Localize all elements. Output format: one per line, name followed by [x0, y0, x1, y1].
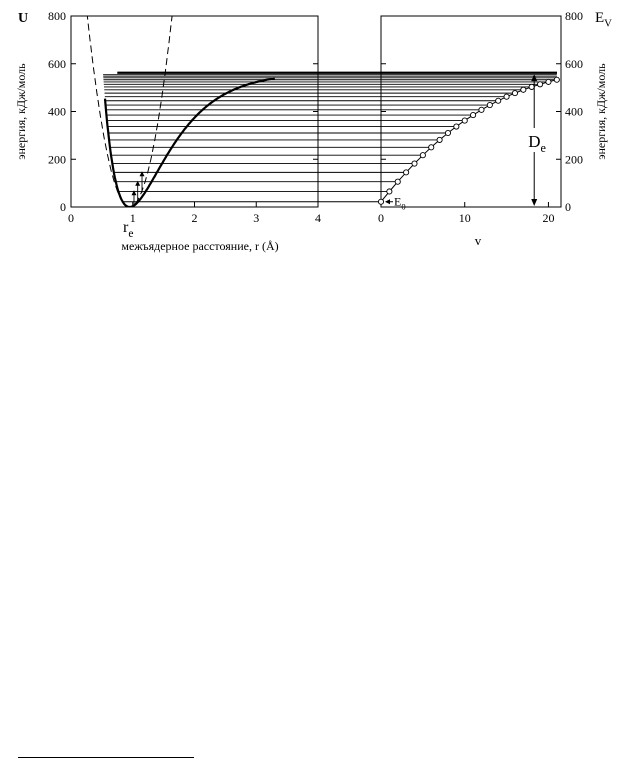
- left-x-tick-label: 3: [253, 211, 259, 225]
- right-x-axis-label: v: [475, 233, 482, 248]
- left-x-axis-label: межъядерное расстояние, r (Å): [121, 239, 278, 253]
- left-corner-label: U: [18, 11, 28, 26]
- data-point: [403, 169, 410, 176]
- right-y-tick-label: 400: [565, 105, 583, 119]
- e0-arrow-head: [385, 199, 390, 205]
- right-x-tick-label: 0: [378, 211, 384, 225]
- data-point: [511, 90, 519, 97]
- left-x-tick-label: 1: [130, 211, 136, 225]
- data-point: [436, 136, 443, 143]
- right-y-axis-label: энергия, кДж/моль: [594, 63, 608, 160]
- right-x-tick-label: 10: [459, 211, 471, 225]
- de-label-bg: [525, 128, 554, 152]
- right-y-tick-label: 0: [565, 200, 571, 214]
- data-point: [394, 178, 401, 185]
- harmonic-potential-curve: [86, 16, 173, 207]
- transition-arrow-head: [135, 180, 141, 186]
- vibrational-levels-panel: 0 200 400 600 800 0 10 20 EV энергия, кДж/моль v E0…: [377, 9, 612, 248]
- e0-label: E0: [394, 195, 406, 212]
- transition-arrow-head: [139, 171, 145, 177]
- data-point: [470, 112, 477, 119]
- de-label: De: [528, 132, 546, 155]
- left-x-tick-label: 2: [192, 211, 198, 225]
- data-point: [461, 117, 468, 124]
- data-point: [419, 152, 426, 159]
- left-x-tick-label: 0: [68, 211, 74, 225]
- data-point: [453, 123, 460, 130]
- morse-potential-curve: [103, 77, 275, 207]
- left-y-tick-label: 0: [60, 200, 66, 214]
- left-plot-frame: [70, 15, 319, 208]
- footnote-divider: [18, 757, 194, 758]
- left-y-axis-label: энергия, кДж/моль: [14, 63, 28, 160]
- data-point: [486, 102, 493, 109]
- de-arrow-head-bottom: [531, 199, 538, 206]
- right-y-tick-label: 800: [565, 9, 583, 23]
- data-point: [537, 81, 544, 88]
- left-y-tick-label: 600: [48, 57, 66, 71]
- data-point: [545, 78, 552, 85]
- right-y-tick-label: 200: [565, 152, 583, 166]
- left-x-tick-label: 4: [315, 211, 321, 225]
- right-corner-label: EV: [595, 10, 612, 30]
- data-point: [495, 97, 502, 104]
- left-y-tick-label: 200: [48, 152, 66, 166]
- data-point: [478, 106, 485, 113]
- data-point: [377, 198, 385, 205]
- data-point: [528, 83, 535, 90]
- vibrational-energy-curve: [380, 79, 557, 203]
- data-point: [553, 76, 560, 83]
- data-point: [444, 129, 452, 137]
- data-point: [411, 160, 418, 167]
- left-y-tick-label: 800: [48, 9, 66, 23]
- right-y-tick-label: 600: [565, 57, 583, 71]
- data-point: [386, 188, 393, 195]
- left-y-tick-label: 400: [48, 105, 66, 119]
- re-label: re: [123, 219, 133, 240]
- data-point: [428, 144, 435, 151]
- data-point: [503, 93, 510, 100]
- de-arrow-head-top: [531, 74, 538, 82]
- right-x-tick-label: 20: [542, 211, 554, 225]
- transition-arrow-head: [131, 190, 137, 196]
- data-point: [520, 86, 527, 93]
